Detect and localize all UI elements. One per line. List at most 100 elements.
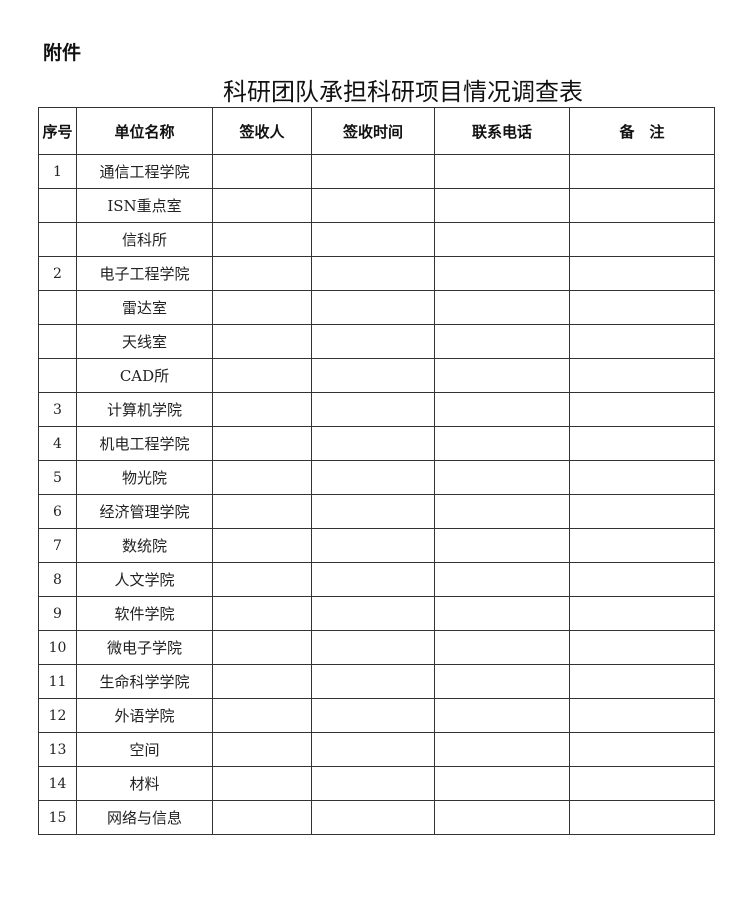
remarks-cell[interactable] (569, 358, 715, 393)
phone-cell[interactable] (434, 664, 570, 699)
remarks-cell[interactable] (569, 256, 715, 291)
serial-cell: 10 (38, 630, 77, 665)
unit-name-cell: 网络与信息 (76, 800, 213, 835)
sign-time-cell[interactable] (311, 290, 435, 325)
header-phone: 联系电话 (434, 107, 570, 155)
signee-cell[interactable] (212, 494, 312, 529)
signee-cell[interactable] (212, 188, 312, 223)
remarks-cell[interactable] (569, 324, 715, 359)
sign-time-cell[interactable] (311, 256, 435, 291)
unit-name-cell: 经济管理学院 (76, 494, 213, 529)
serial-cell: 2 (38, 256, 77, 291)
signee-cell[interactable] (212, 528, 312, 563)
phone-cell[interactable] (434, 324, 570, 359)
remarks-cell[interactable] (569, 596, 715, 631)
signee-cell[interactable] (212, 460, 312, 495)
signee-cell[interactable] (212, 358, 312, 393)
signee-cell[interactable] (212, 256, 312, 291)
table-row: 3 计算机学院 (38, 392, 715, 427)
sign-time-cell[interactable] (311, 766, 435, 801)
signee-cell[interactable] (212, 766, 312, 801)
phone-cell[interactable] (434, 358, 570, 393)
remarks-cell[interactable] (569, 562, 715, 597)
phone-cell[interactable] (434, 562, 570, 597)
phone-cell[interactable] (434, 800, 570, 835)
sign-time-cell[interactable] (311, 664, 435, 699)
phone-cell[interactable] (434, 766, 570, 801)
signee-cell[interactable] (212, 732, 312, 767)
serial-cell (38, 222, 77, 257)
sign-time-cell[interactable] (311, 528, 435, 563)
remarks-cell[interactable] (569, 528, 715, 563)
signee-cell[interactable] (212, 698, 312, 733)
header-unit-name: 单位名称 (76, 107, 213, 155)
signee-cell[interactable] (212, 630, 312, 665)
sign-time-cell[interactable] (311, 494, 435, 529)
remarks-cell[interactable] (569, 426, 715, 461)
table-row: 雷达室 (38, 290, 715, 325)
sign-time-cell[interactable] (311, 698, 435, 733)
serial-cell: 13 (38, 732, 77, 767)
remarks-cell[interactable] (569, 188, 715, 223)
signee-cell[interactable] (212, 324, 312, 359)
unit-name-cell: 材料 (76, 766, 213, 801)
remarks-cell[interactable] (569, 494, 715, 529)
remarks-cell[interactable] (569, 664, 715, 699)
remarks-cell[interactable] (569, 154, 715, 189)
signee-cell[interactable] (212, 596, 312, 631)
remarks-cell[interactable] (569, 392, 715, 427)
phone-cell[interactable] (434, 732, 570, 767)
table-row: 2 电子工程学院 (38, 256, 715, 291)
signee-cell[interactable] (212, 426, 312, 461)
sign-time-cell[interactable] (311, 596, 435, 631)
sign-time-cell[interactable] (311, 222, 435, 257)
signee-cell[interactable] (212, 664, 312, 699)
phone-cell[interactable] (434, 630, 570, 665)
phone-cell[interactable] (434, 494, 570, 529)
phone-cell[interactable] (434, 528, 570, 563)
phone-cell[interactable] (434, 256, 570, 291)
phone-cell[interactable] (434, 596, 570, 631)
phone-cell[interactable] (434, 426, 570, 461)
table-row: 4 机电工程学院 (38, 426, 715, 461)
table-row: 信科所 (38, 222, 715, 257)
remarks-cell[interactable] (569, 222, 715, 257)
signee-cell[interactable] (212, 562, 312, 597)
sign-time-cell[interactable] (311, 358, 435, 393)
sign-time-cell[interactable] (311, 188, 435, 223)
sign-time-cell[interactable] (311, 800, 435, 835)
sign-time-cell[interactable] (311, 392, 435, 427)
sign-time-cell[interactable] (311, 426, 435, 461)
sign-time-cell[interactable] (311, 562, 435, 597)
page-title: 科研团队承担科研项目情况调查表 (223, 78, 583, 106)
phone-cell[interactable] (434, 698, 570, 733)
remarks-cell[interactable] (569, 766, 715, 801)
signee-cell[interactable] (212, 290, 312, 325)
remarks-cell[interactable] (569, 698, 715, 733)
remarks-cell[interactable] (569, 800, 715, 835)
phone-cell[interactable] (434, 460, 570, 495)
sign-time-cell[interactable] (311, 460, 435, 495)
remarks-cell[interactable] (569, 732, 715, 767)
phone-cell[interactable] (434, 188, 570, 223)
unit-name-cell: ISN重点室 (76, 188, 213, 223)
attachment-label: 附件 (43, 42, 82, 64)
serial-cell: 9 (38, 596, 77, 631)
remarks-cell[interactable] (569, 460, 715, 495)
phone-cell[interactable] (434, 392, 570, 427)
remarks-cell[interactable] (569, 290, 715, 325)
signee-cell[interactable] (212, 222, 312, 257)
survey-table: 序号 单位名称 签收人 签收时间 联系电话 备 注 1 通信工程学院 ISN重点室信… (38, 107, 715, 835)
signee-cell[interactable] (212, 154, 312, 189)
signee-cell[interactable] (212, 800, 312, 835)
unit-name-cell: 天线室 (76, 324, 213, 359)
sign-time-cell[interactable] (311, 630, 435, 665)
sign-time-cell[interactable] (311, 732, 435, 767)
phone-cell[interactable] (434, 222, 570, 257)
signee-cell[interactable] (212, 392, 312, 427)
sign-time-cell[interactable] (311, 154, 435, 189)
sign-time-cell[interactable] (311, 324, 435, 359)
remarks-cell[interactable] (569, 630, 715, 665)
phone-cell[interactable] (434, 290, 570, 325)
phone-cell[interactable] (434, 154, 570, 189)
